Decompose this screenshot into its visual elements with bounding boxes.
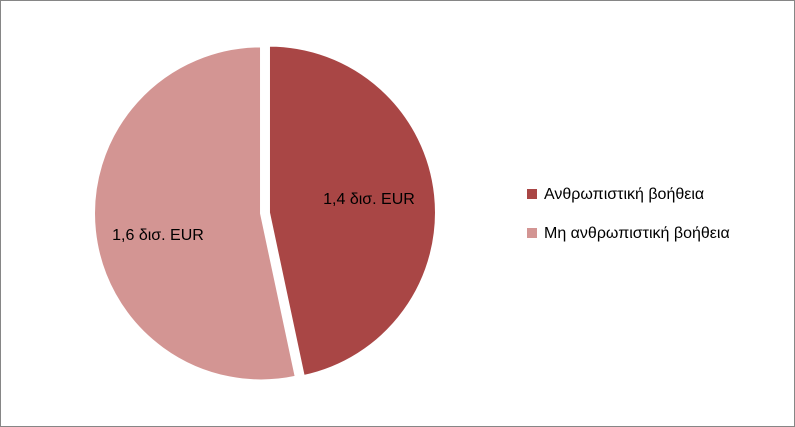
legend: Ανθρωπιστική βοήθεια Μη ανθρωπιστική βοή… (527, 186, 730, 242)
legend-swatch-non-humanitarian (527, 228, 537, 238)
legend-label-non-humanitarian: Μη ανθρωπιστική βοήθεια (544, 225, 730, 242)
data-label-non-humanitarian: 1,6 δισ. EUR (112, 227, 204, 244)
legend-swatch-humanitarian (527, 189, 537, 199)
pie-slice-humanitarian (267, 44, 437, 378)
data-labels: 1,4 δισ. EUR 1,6 δισ. EUR (112, 191, 415, 244)
legend-label-humanitarian: Ανθρωπιστική βοήθεια (544, 186, 704, 203)
data-label-humanitarian: 1,4 δισ. EUR (323, 191, 415, 208)
pie-slice-non-humanitarian (93, 45, 297, 382)
pie-slices (93, 44, 437, 382)
